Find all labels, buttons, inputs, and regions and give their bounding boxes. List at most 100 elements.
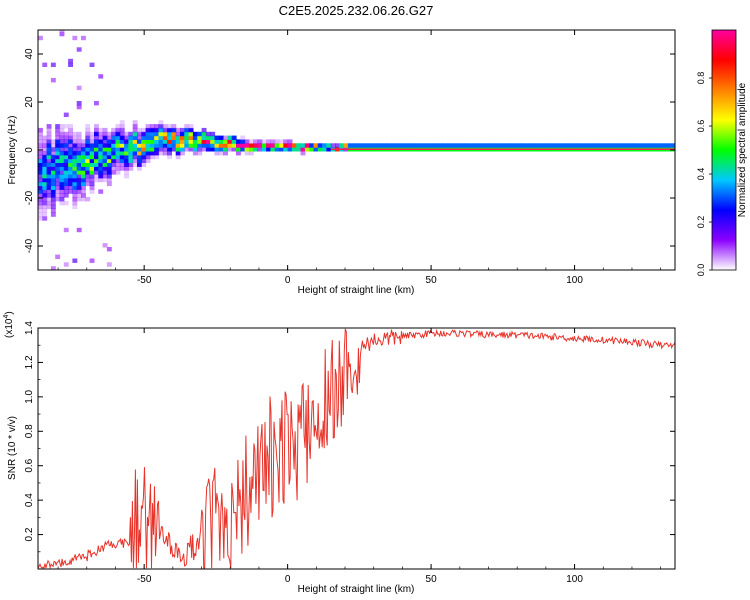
snr-y-exponent-base: (x10 (4, 318, 15, 338)
spectrogram-cell (253, 147, 259, 152)
spectrogram-cell (63, 262, 69, 267)
spectrogram-cell (201, 131, 207, 137)
spectrogram-cell (137, 158, 142, 163)
spectrogram-cell (132, 127, 138, 133)
spectrogram-cell (588, 143, 594, 148)
spectrogram-cell (81, 151, 86, 156)
spectrogram-cell (141, 158, 147, 163)
spectrogram-cell (38, 170, 43, 175)
snr-y-tick-label: 1.2 (24, 355, 35, 369)
spectrogram-cell (85, 124, 91, 129)
spectrogram-cell (59, 166, 65, 171)
spectrogram-cell (102, 174, 108, 179)
spectrogram-cell (632, 143, 637, 148)
spectrogram-cell (188, 135, 194, 140)
spectrogram-cell (416, 143, 422, 148)
spectrogram-cell (192, 143, 198, 148)
spectrogram-cell (128, 162, 134, 167)
spectrogram-cell (128, 139, 134, 144)
spectrogram-cell (167, 135, 172, 140)
spectrogram-cell (128, 154, 134, 160)
spectrogram-cell (137, 139, 142, 144)
spectrogram-cell (81, 197, 86, 202)
spectrogram-cell (94, 154, 99, 160)
spectrogram-cell (132, 158, 138, 163)
spectrogram-cell (343, 143, 349, 148)
spectrogram-cell (81, 193, 86, 198)
spectrogram-cell (59, 170, 65, 175)
spectrogram-cell (81, 185, 86, 190)
spectrogram-cell (59, 127, 65, 133)
spectrogram-cell (149, 135, 155, 140)
spectrogram-cell (124, 147, 129, 152)
spectrogram-cell (119, 147, 125, 152)
spectrogram-cell (111, 154, 117, 160)
spectrogram-cell (42, 170, 48, 175)
spectrogram-cell (154, 154, 160, 160)
spectrogram-cell (390, 143, 396, 148)
spectrogram-cell (76, 101, 82, 106)
spectrogram-cell (46, 147, 52, 152)
spectrogram-cell (154, 127, 160, 133)
spectrogram-cell (68, 174, 73, 179)
spectrogram-cell (261, 147, 267, 152)
spectrogram-cell (149, 124, 155, 129)
spectrogram-cell (541, 143, 547, 148)
spectrogram-cell (218, 135, 224, 140)
spectrogram-cell (50, 78, 56, 83)
spectrogram-cell (236, 147, 241, 152)
spectrogram-cell (42, 189, 48, 194)
spectrogram-cell (218, 139, 224, 144)
spectrogram-cell (231, 139, 237, 144)
spectrogram-cell (227, 139, 233, 144)
spectrogram-cell (115, 124, 121, 129)
spectrogram-cell (50, 185, 56, 190)
spectrogram-cell (63, 177, 69, 183)
spectrogram-cell (46, 185, 52, 190)
spectrogram-cell (485, 143, 491, 148)
spectrogram-cell (68, 166, 73, 171)
spectrogram-cell (72, 158, 78, 163)
spectrogram-cell (72, 135, 78, 140)
spectrogram-cell (42, 174, 48, 179)
spectrogram-cell (59, 151, 65, 156)
spectrogram-cell (59, 181, 65, 187)
spectrogram-cell (89, 158, 95, 163)
spectrogram-cell (38, 162, 43, 167)
spectrogram-cell (98, 135, 104, 140)
spectrogram-cell (98, 170, 104, 175)
spectrogram-cell (106, 151, 112, 156)
spectrogram-cell (119, 151, 125, 156)
spectrogram-cell (38, 139, 43, 144)
spectrogram-cell (231, 143, 237, 148)
spectrogram-cell (68, 147, 73, 152)
spectrogram-cell (412, 143, 418, 148)
spectrogram-cell (106, 131, 112, 137)
spectrogram-cell (240, 135, 246, 140)
spectrogram-cell (218, 151, 224, 156)
spectrogram-cell (369, 143, 375, 148)
spectrogram-cell (68, 124, 73, 129)
spectrogram-cell (59, 154, 65, 160)
spectrogram-cell (68, 181, 73, 187)
spectrogram-cell (38, 135, 43, 140)
spectrogram-cell (106, 181, 112, 187)
spectrogram-cell (85, 158, 91, 163)
spectrogram-cell (55, 158, 61, 163)
spectrogram-cell (111, 151, 117, 156)
spectrogram-cell (85, 181, 91, 187)
spectrogram-cell (89, 177, 95, 183)
spectrogram-cell (55, 177, 61, 183)
spectrogram-cell (197, 151, 203, 156)
spectrogram-cell (180, 139, 185, 144)
spectrogram-cell (382, 143, 388, 148)
spectrogram-cell (132, 162, 138, 167)
spectrogram-cell (167, 154, 172, 160)
spectrogram-cell (111, 131, 117, 137)
spectrogram-cell (253, 139, 259, 144)
spectrogram-cell (55, 143, 61, 148)
spectrogram-cell (175, 154, 181, 160)
spectrogram-cell (158, 147, 164, 152)
spectrogram-cell (154, 147, 160, 152)
spectrogram-cell (162, 139, 168, 144)
